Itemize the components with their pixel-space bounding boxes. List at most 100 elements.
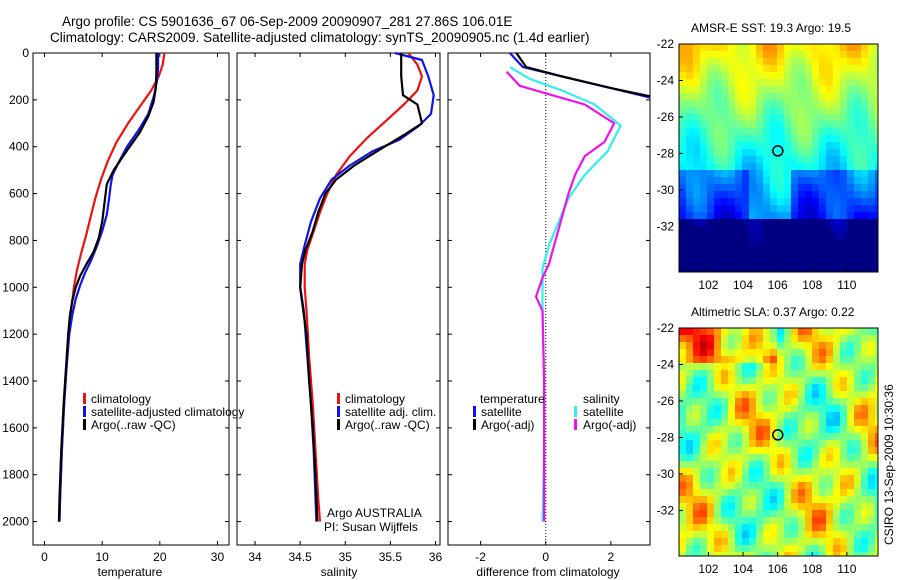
map-x-tick-label: 106 [768,562,788,576]
map-cell [693,121,700,128]
map-cell [756,149,763,156]
map-cell [812,226,819,233]
map-cell [784,531,791,538]
map-cell [728,247,735,254]
map-cell [693,51,700,58]
map-cell [798,261,805,268]
map-cell [700,261,707,268]
map-cell [749,114,756,121]
map-cell [770,517,777,524]
map-cell [784,426,791,433]
map-cell [784,419,791,426]
map-cell [798,268,805,272]
map-cell [840,545,847,552]
map-cell [735,100,742,107]
series-line-salinity-argo-adj- [505,70,616,522]
map-cell [777,545,784,552]
map-cell [770,552,777,556]
map-cell [833,384,840,391]
map-cell [798,440,805,447]
map-cell [763,335,770,342]
map-cell [686,233,693,240]
map-cell [840,489,847,496]
map-cell [840,356,847,363]
map-cell [833,163,840,170]
map-cell [777,184,784,191]
map-cell [868,517,875,524]
map-cell [840,128,847,135]
map-cell [833,398,840,405]
map-cell [777,496,784,503]
map-cell [763,247,770,254]
map-cell [700,363,707,370]
map-cell [749,391,756,398]
map-cell [735,454,742,461]
map-cell [826,163,833,170]
map-cell [686,552,693,556]
map-cell [770,51,777,58]
map-cell [707,482,714,489]
map-cell [861,93,868,100]
map-cell [700,482,707,489]
map-cell [721,531,728,538]
map-cell [770,254,777,261]
map-cell [798,107,805,114]
map-cell [812,184,819,191]
map-cell [791,405,798,412]
map-cell [693,86,700,93]
map-cell [875,454,878,461]
map-cell [861,198,868,205]
map-cell [714,114,721,121]
map-cell [728,254,735,261]
map-cell [861,356,868,363]
map-cell [798,79,805,86]
map-cell [721,489,728,496]
map-cell [819,93,826,100]
map-cell [763,156,770,163]
map-cell [854,447,861,454]
map-cell [812,135,819,142]
map-cell [847,268,854,272]
map-cell [721,468,728,475]
map-cell [721,93,728,100]
map-cell [735,433,742,440]
map-cell [798,405,805,412]
map-cell [805,496,812,503]
map-cell [728,170,735,177]
map-cell [735,156,742,163]
map-cell [805,398,812,405]
map-cell [777,170,784,177]
map-cell [679,398,686,405]
map-cell [686,482,693,489]
map-cell [749,191,756,198]
map-cell [833,219,840,226]
map-cell [721,226,728,233]
map-cell [826,44,833,51]
map-cell [868,412,875,419]
map-cell [686,454,693,461]
map-cell [784,552,791,556]
map-cell [707,440,714,447]
map-cell [798,128,805,135]
map-cell [756,475,763,482]
map-cell [742,412,749,419]
map-cell [777,128,784,135]
map-cell [742,489,749,496]
map-cell [714,44,721,51]
map-cell [700,247,707,254]
map-cell [854,121,861,128]
map-cell [861,405,868,412]
map-cell [742,475,749,482]
map-cell [679,384,686,391]
map-cell [854,440,861,447]
map-cell [868,226,875,233]
map-cell [721,433,728,440]
map-cell [812,545,819,552]
map-cell [686,107,693,114]
map-cell [770,482,777,489]
map-cell [805,517,812,524]
map-cell [714,398,721,405]
map-cell [714,93,721,100]
map-cell [742,524,749,531]
map-cell [840,461,847,468]
